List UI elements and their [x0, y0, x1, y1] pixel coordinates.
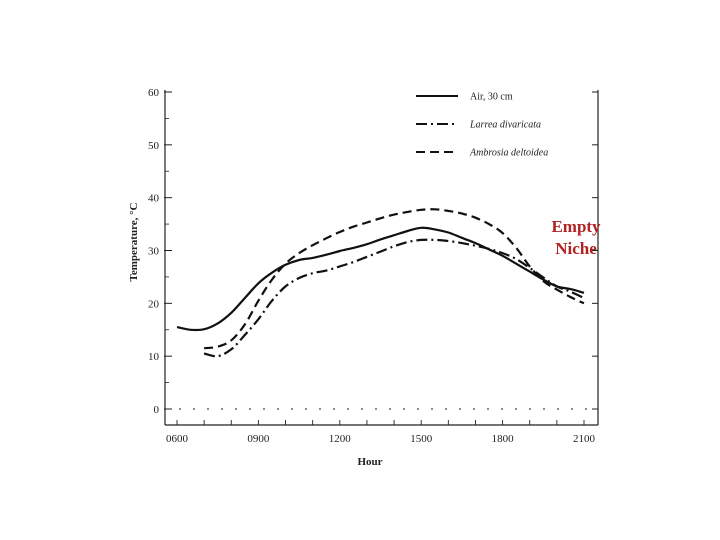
series-line-dashed — [204, 208, 585, 350]
x-tick-label: 2100 — [573, 433, 596, 445]
y-tick-label: 20 — [148, 298, 160, 310]
x-tick-label: 1500 — [410, 433, 433, 445]
legend-label: Air, 30 cm — [470, 92, 513, 103]
annotation-line-2: Niche — [555, 239, 597, 258]
y-tick-label: 0 — [154, 404, 160, 416]
chart-legend: Air, 30 cm Larrea divaricata Ambrosia delt… — [416, 92, 548, 159]
series-line-solid — [176, 226, 585, 332]
series-line-dashdot — [203, 238, 585, 358]
y-tick-label: 60 — [148, 87, 160, 99]
x-axis-label: Hour — [357, 456, 382, 468]
chart-series — [176, 208, 585, 358]
y-tick-label: 50 — [148, 140, 160, 152]
annotation-line-1: Empty — [551, 217, 601, 236]
chart-axes: 0 10 20 30 40 50 60 0600 0900 1200 1500 1800 2100 — [148, 87, 599, 445]
y-tick-label: 10 — [148, 351, 160, 363]
legend-label: Larrea divaricata — [469, 120, 541, 131]
x-tick-label: 1800 — [492, 433, 515, 445]
y-tick-label: 40 — [148, 193, 160, 205]
x-tick-label: 0900 — [247, 433, 270, 445]
x-tick-label: 1200 — [329, 433, 352, 445]
empty-niche-annotation: Empty Niche — [536, 216, 616, 260]
y-axis-label: Temperature, °C — [128, 202, 140, 281]
y-tick-label: 30 — [148, 246, 160, 258]
x-tick-label: 0600 — [166, 433, 189, 445]
legend-label: Ambrosia deltoidea — [469, 148, 548, 159]
